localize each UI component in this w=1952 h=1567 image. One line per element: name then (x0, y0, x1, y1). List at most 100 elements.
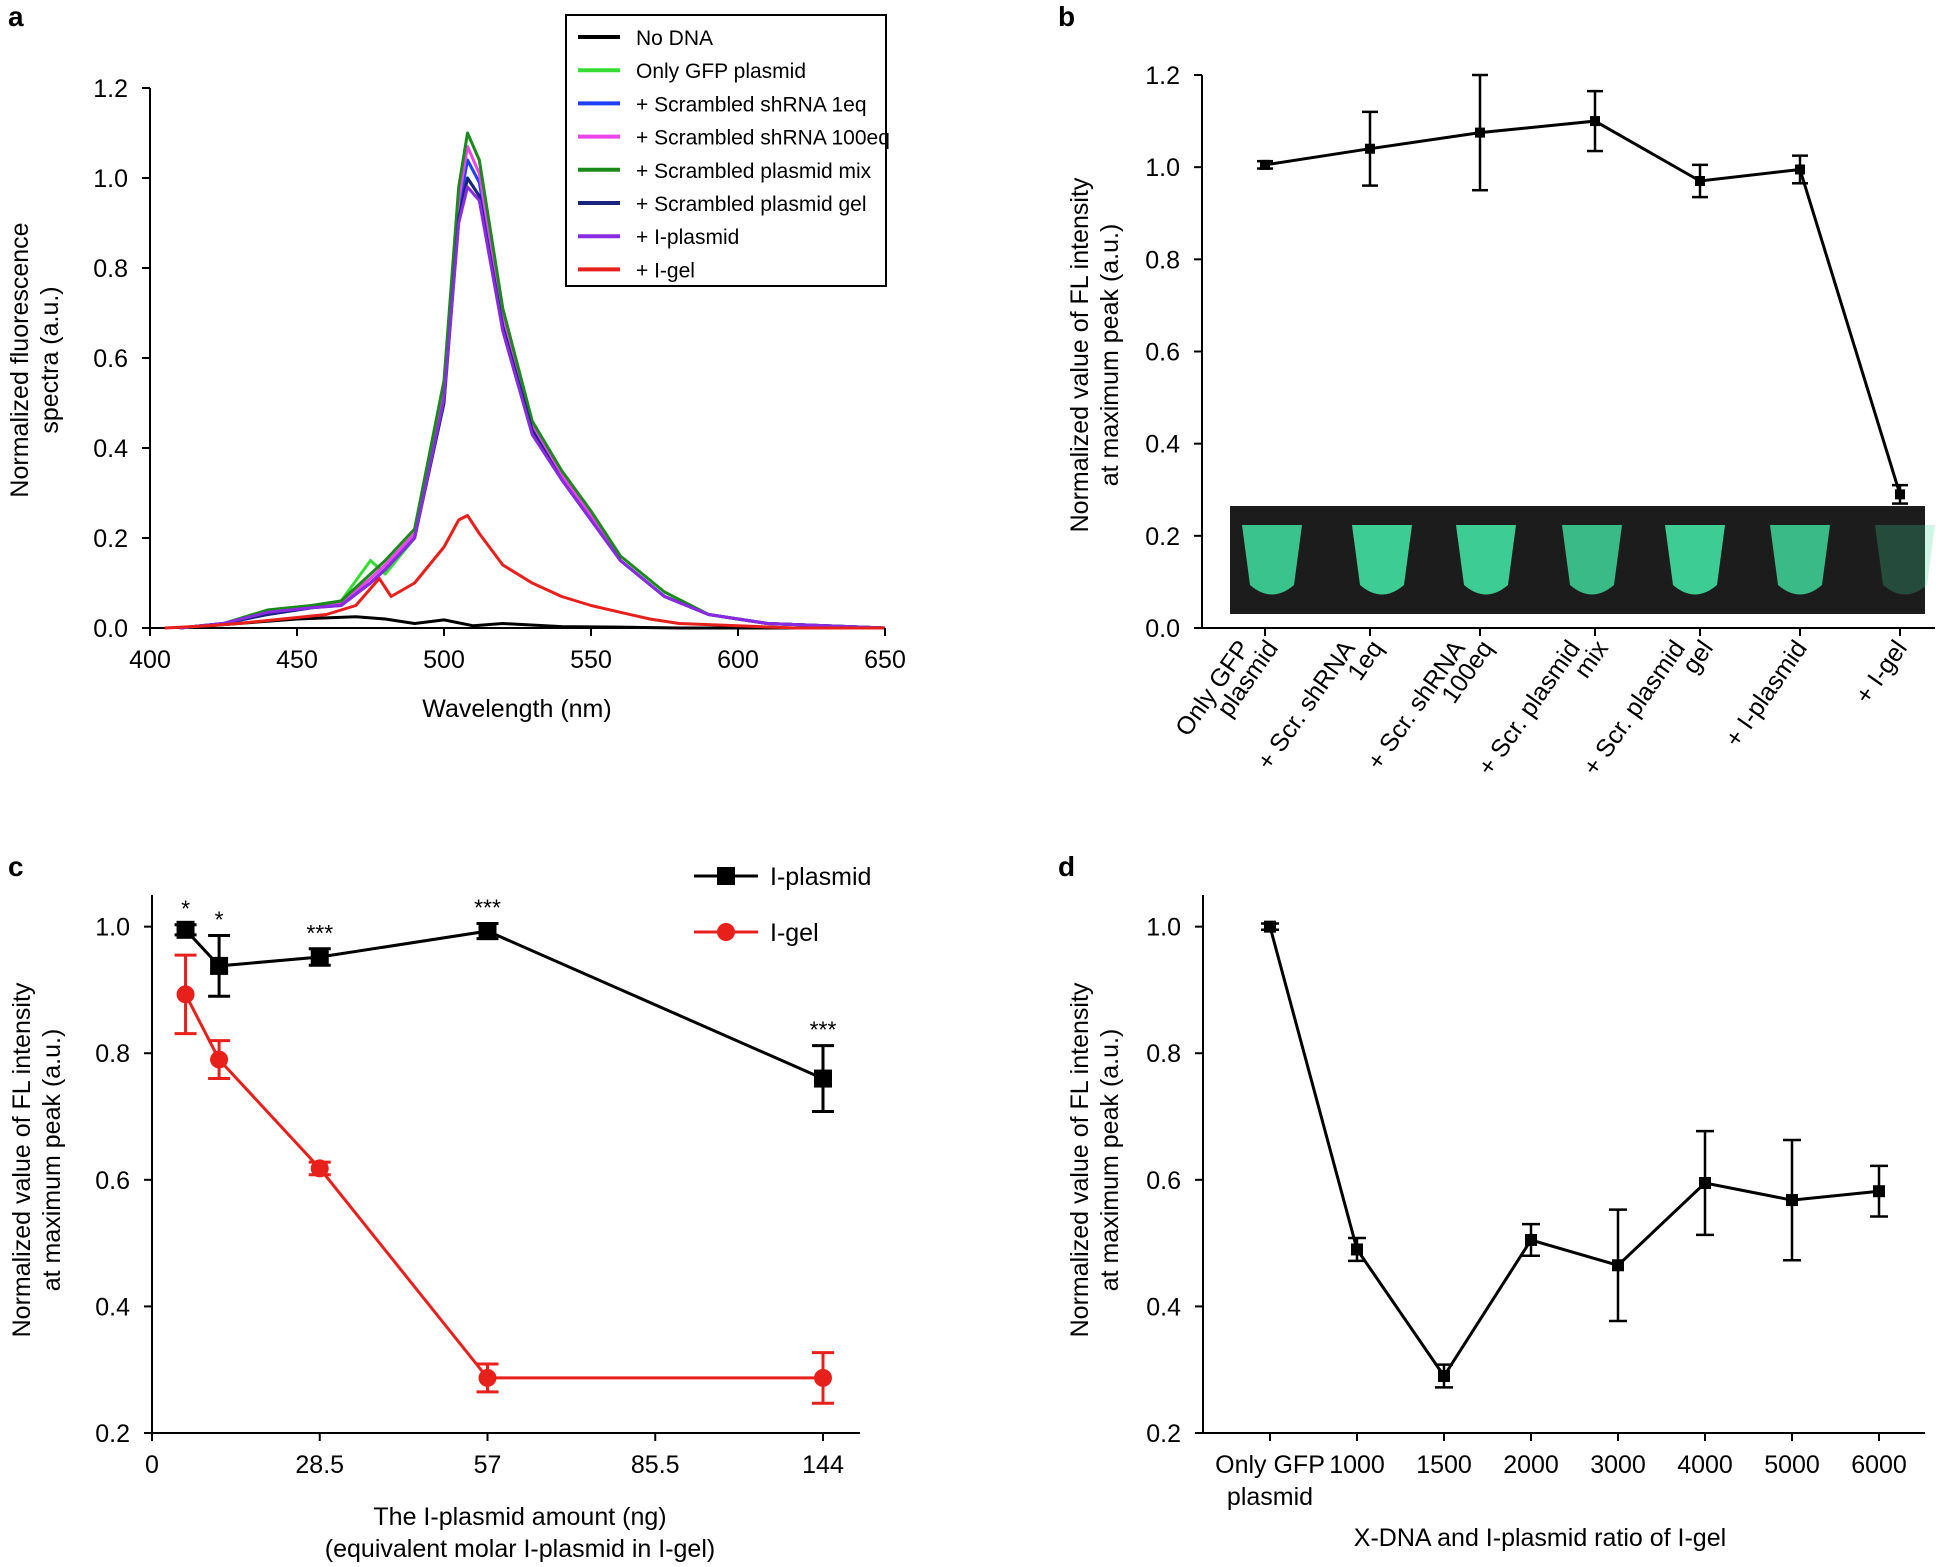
panel-c-significance-mark: *** (810, 1017, 837, 1043)
panel-c-plot: * ********** (174, 894, 837, 1405)
panel-a-y-tick-label: 0.8 (93, 255, 128, 283)
panel-b-tube-5 (1770, 525, 1830, 595)
panel-b-y-axis-label-line2: at maximum peak (a.u.) (1096, 224, 1124, 487)
panel-a-ticks: 400 450 500 550 600 650 0.0 0.2 0.4 0.6 0.8 1.0 1.2 (93, 75, 906, 674)
panel-b-tube-1 (1352, 525, 1412, 595)
panel-b-y-tick-label: 0.8 (1145, 246, 1180, 274)
panel-a-series-line-7 (164, 514, 885, 630)
panel-b-y-tick-label: 0.0 (1145, 615, 1180, 643)
panel-b-point (1475, 127, 1485, 138)
panel-b-x-tick-label-line2: gel (1677, 635, 1719, 678)
panel-c-series-line-1 (184, 993, 823, 1380)
panel-d-y-tick-label: 0.4 (1146, 1293, 1181, 1321)
panel-b-y-tick-label: 1.2 (1145, 62, 1180, 90)
panel-b-y-axis-label-line1: Normalized value of FL intensity (1066, 177, 1094, 532)
panel-b-x-tick-label: + I-gel (1850, 635, 1913, 709)
panel-b-point (1365, 143, 1375, 154)
panel-b-tube-4 (1665, 525, 1725, 595)
panel-c-point-square (176, 920, 195, 939)
panel-a-y-axis-label-line2: spectra (a.u.) (36, 286, 64, 433)
panel-d-x-tick-label: 2000 (1503, 1451, 1559, 1479)
panel-a-y-tick-label: 0.4 (93, 435, 128, 463)
panel-c-y-axis-label-line2: at maximum peak (a.u.) (38, 1029, 66, 1292)
panel-c-ticks: 0 28.5 57 85.5 144 0.2 0.4 0.6 0.8 1.0 (95, 914, 844, 1479)
panel-b-point (1590, 116, 1600, 127)
panel-d-y-axis-label-line2: at maximum peak (a.u.) (1096, 1029, 1124, 1292)
panel-b-x-tick-label: + I-plasmid (1719, 635, 1812, 752)
panel-label-d: d (1058, 851, 1075, 882)
panel-d-x-tick-label: 4000 (1677, 1451, 1733, 1479)
panel-b-y-tick-label: 0.2 (1145, 523, 1180, 551)
panel-a-series (164, 131, 886, 630)
panel-d-x-tick-label: 6000 (1851, 1451, 1907, 1479)
panel-b-tube-0 (1242, 525, 1302, 595)
panel-b-line (1264, 119, 1902, 495)
panel-d-y-tick-label: 0.6 (1146, 1167, 1181, 1195)
panel-a-y-axis-label-line1: Normalized fluorescence (6, 222, 34, 497)
panel-a-spectra-chart: 400 450 500 550 600 6500.00.20.40.60.81.01.2 … (6, 14, 906, 723)
panel-d-ratio-chart: 0.2 0.4 0.6 0.8 1.0 Only GFP 1000 1500 2000 3000 4… (1066, 895, 1925, 1552)
panel-a-x-tick-label: 400 (129, 646, 171, 674)
panel-a-legend-label-0: No DNA (636, 27, 713, 50)
panel-d-y-tick-label: 0.2 (1146, 1420, 1181, 1448)
panel-b-y-tick-label: 0.6 (1145, 339, 1180, 367)
panel-c-y-tick-label: 0.2 (95, 1420, 130, 1448)
panel-c-point-square (478, 922, 497, 941)
panel-c-significance-mark: * (181, 896, 190, 922)
panel-b-tube-6 (1875, 525, 1935, 595)
panel-label-b: b (1058, 1, 1075, 32)
panel-c-y-tick-label: 0.6 (95, 1167, 130, 1195)
panel-a-x-tick-label: 600 (717, 646, 759, 674)
panel-c-y-axis-label-line1: Normalized value of FL intensity (8, 982, 36, 1337)
panel-d-y-axis-label-line1: Normalized value of FL intensity (1066, 982, 1094, 1337)
panel-c-legend-marker-circle (717, 923, 735, 941)
panel-d-x-tick-label: 3000 (1590, 1451, 1646, 1479)
panel-c-x-tick-label: 85.5 (631, 1451, 680, 1479)
panel-a-legend-label-7: + I-gel (636, 259, 695, 282)
panel-d-point (1525, 1233, 1537, 1246)
panel-c-legend-label-1: I-gel (770, 919, 819, 947)
panel-b-point (1895, 489, 1905, 500)
panel-a-y-tick-label: 1.0 (93, 165, 128, 193)
panel-b-y-tick-label: 1.0 (1145, 154, 1180, 182)
panel-a-legend-label-5: + Scrambled plasmid gel (636, 193, 867, 216)
panel-b-x-tick-label-line2: 1eq (1342, 635, 1389, 685)
panel-a-y-tick-label: 0.6 (93, 345, 128, 373)
panel-c-x-tick-label: 144 (802, 1451, 844, 1479)
panel-c-point-square (814, 1069, 832, 1088)
panel-a-legend-label-1: Only GFP plasmid (636, 60, 806, 83)
panel-d-point (1786, 1194, 1798, 1207)
panel-d-plot (1261, 920, 1888, 1389)
panel-c-legend-marker-square (717, 867, 735, 885)
panel-a-legend-label-2: + Scrambled shRNA 1eq (636, 93, 867, 116)
panel-c-significance-mark: *** (306, 920, 333, 946)
panel-a-x-axis-label: Wavelength (nm) (422, 695, 611, 723)
panel-label-c: c (8, 851, 24, 882)
panel-b-tube-3 (1562, 525, 1622, 595)
panel-c-significance-mark: * (215, 907, 224, 933)
panel-c-y-tick-label: 0.8 (95, 1040, 130, 1068)
panel-d-point (1699, 1176, 1711, 1189)
panel-c-point-circle (478, 1368, 497, 1387)
panel-d-line (1268, 926, 1880, 1379)
panel-d-x-axis-label: X-DNA and I-plasmid ratio of I-gel (1354, 1524, 1726, 1552)
panel-d-x-tick-label: 5000 (1764, 1451, 1820, 1479)
panel-c-y-tick-label: 0.4 (95, 1293, 130, 1321)
panel-d-point (1264, 920, 1276, 933)
panel-c-x-tick-label: 28.5 (295, 1451, 344, 1479)
panel-b-point (1695, 175, 1705, 186)
panel-d-point (1873, 1185, 1885, 1198)
panel-c-series-line-0 (184, 928, 824, 1080)
panel-c-point-circle (176, 985, 195, 1004)
panel-a-x-tick-label: 650 (864, 646, 906, 674)
panel-c-point-circle (814, 1368, 832, 1387)
panel-a-x-tick-label: 450 (276, 646, 318, 674)
panel-d-x-tick-label: 1500 (1416, 1451, 1472, 1479)
panel-c-significance-mark: *** (474, 894, 501, 920)
panel-d-point (1438, 1370, 1450, 1383)
panel-a-series-line-4 (179, 131, 886, 630)
panel-c-point-circle (210, 1050, 229, 1069)
panel-c-dose-chart: * ********** 0 28.5 57 85.5 1440.20.40.60.81.… (8, 863, 871, 1563)
panel-d-y-tick-label: 0.8 (1146, 1040, 1181, 1068)
panel-b-tube-2 (1456, 525, 1516, 595)
